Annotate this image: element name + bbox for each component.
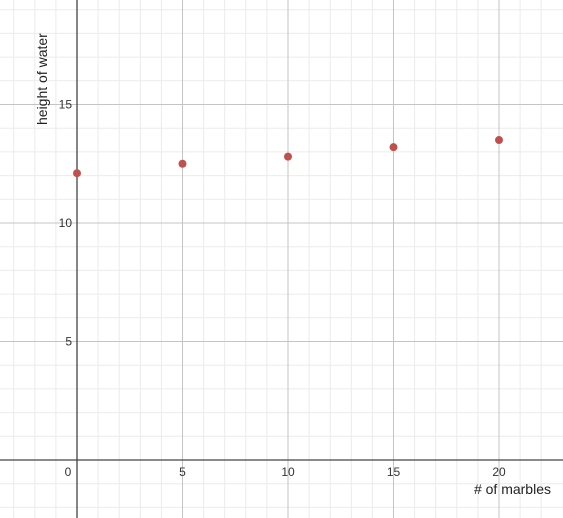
- x-tick-label: 15: [387, 465, 401, 479]
- y-tick-label: 5: [65, 335, 72, 349]
- data-point: [73, 169, 81, 178]
- x-tick-label: 5: [179, 465, 186, 479]
- data-point: [495, 136, 503, 145]
- x-axis-label: # of marbles: [474, 481, 551, 497]
- data-points: [73, 136, 503, 178]
- data-point: [178, 159, 187, 168]
- data-point: [284, 152, 292, 161]
- y-tick-label: 10: [59, 216, 73, 230]
- y-axis-label: height of water: [34, 33, 50, 125]
- data-point: [389, 143, 398, 152]
- tick-labels: 0 5 10 15 20 5 10 15: [59, 98, 506, 480]
- x-tick-label: 0: [65, 465, 72, 479]
- x-tick-label: 10: [281, 465, 295, 479]
- y-tick-label: 15: [59, 98, 73, 112]
- x-tick-label: 20: [492, 465, 506, 479]
